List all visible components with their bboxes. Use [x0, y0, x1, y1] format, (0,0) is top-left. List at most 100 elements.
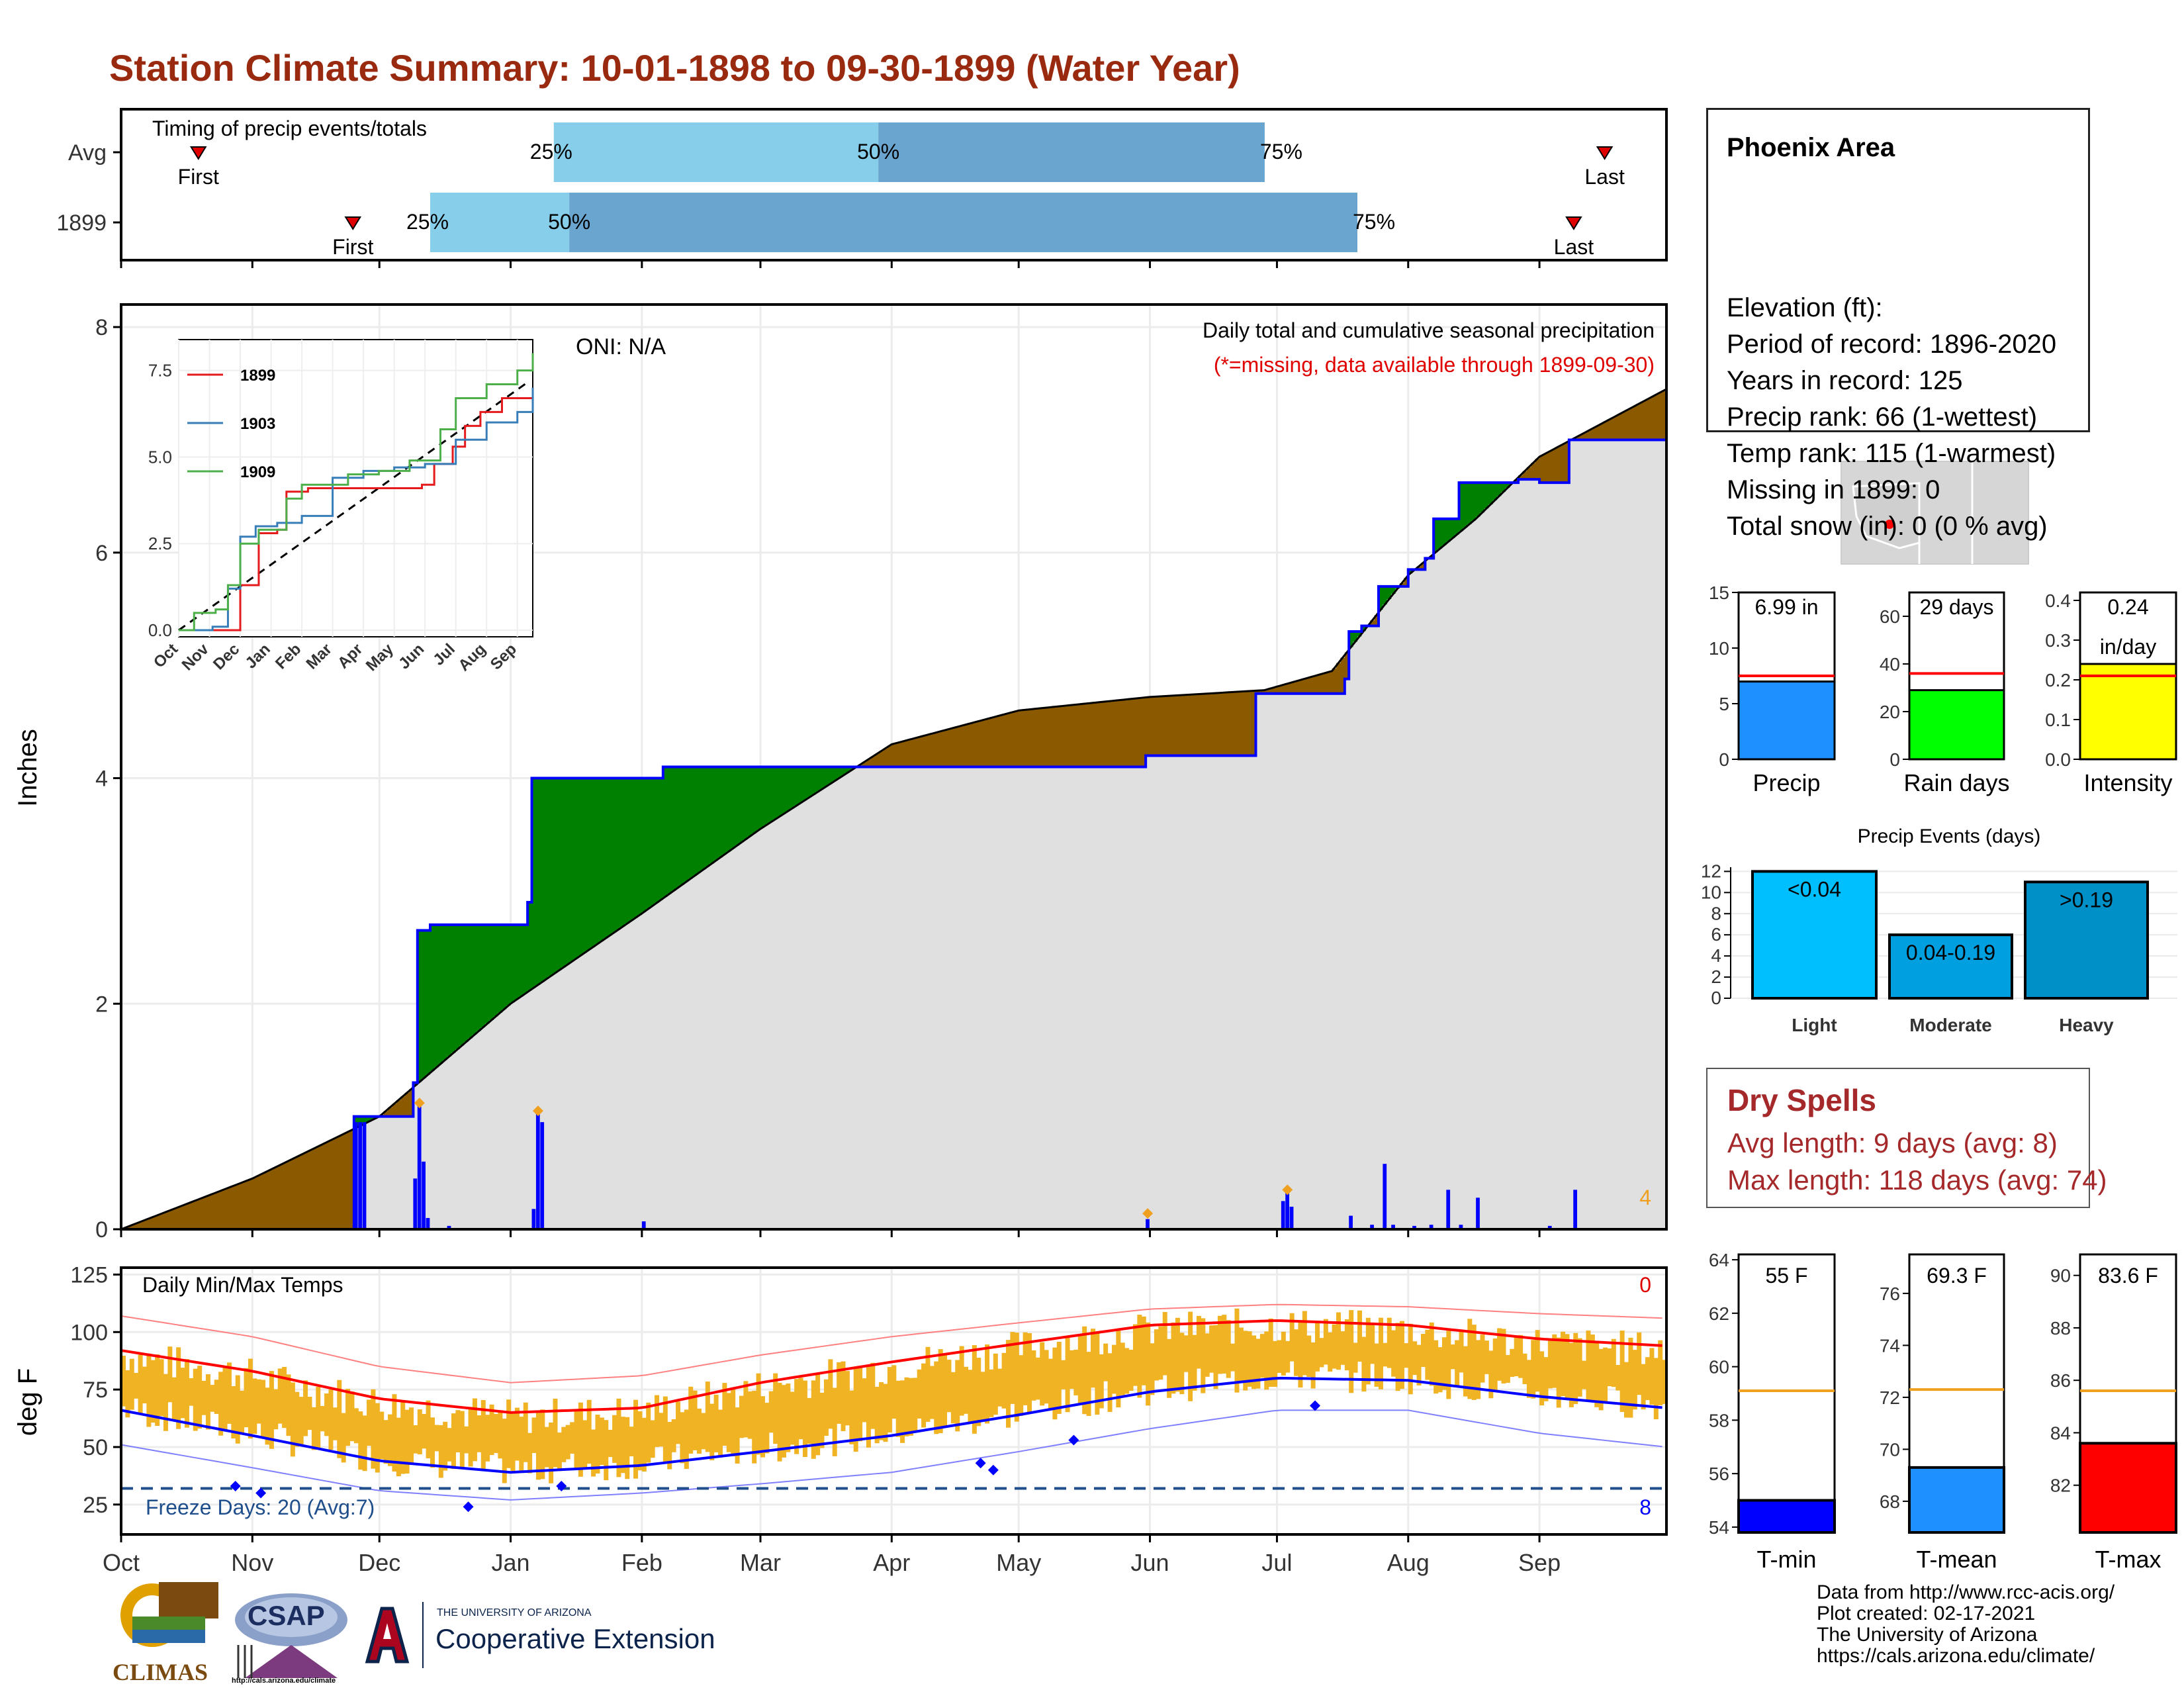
daily-temp-bar — [802, 1380, 807, 1458]
below-avg-fill — [1116, 700, 1121, 767]
below-avg-fill — [1146, 697, 1151, 756]
daily-temp-bar — [777, 1382, 782, 1462]
below-avg-fill — [1319, 674, 1324, 694]
avg-fill — [1040, 767, 1045, 1229]
below-avg-fill — [341, 1134, 346, 1229]
daily-temp-bar — [1539, 1351, 1545, 1406]
avg-fill — [781, 814, 786, 1229]
avg-fill — [1429, 558, 1434, 1229]
avg-fill — [917, 767, 922, 1229]
credit-line[interactable]: https://cals.arizona.edu/climate/ — [1817, 1645, 2095, 1667]
daily-temp-bar — [345, 1389, 351, 1446]
below-avg-fill — [1082, 704, 1087, 767]
avg-fill — [832, 781, 837, 1229]
below-avg-fill — [256, 1175, 261, 1229]
below-avg-fill — [1645, 399, 1651, 440]
below-avg-fill — [900, 741, 905, 767]
avg-fill — [1433, 552, 1439, 1229]
avg-fill — [549, 976, 554, 1229]
below-avg-fill — [1340, 657, 1345, 694]
daily-temp-bar — [1264, 1331, 1269, 1390]
avg-fill — [1344, 679, 1349, 1229]
above-avg-fill — [451, 925, 456, 1053]
avg-fill — [798, 803, 803, 1229]
below-avg-fill — [218, 1190, 224, 1229]
above-avg-fill — [655, 778, 660, 904]
freeze-days-label: Freeze Days: 20 (Avg:7) — [146, 1495, 375, 1519]
temp-bar-value-label: 83.6 F — [2098, 1264, 2158, 1288]
above-avg-fill — [705, 767, 710, 867]
avg-fill — [1437, 548, 1443, 1230]
daily-temp-bar — [900, 1380, 905, 1443]
above-avg-fill — [790, 767, 795, 809]
daily-precip-bar — [447, 1225, 451, 1229]
avg-fill — [1531, 479, 1536, 1229]
daily-temp-bar — [815, 1374, 821, 1456]
daily-temp-bar — [938, 1349, 943, 1434]
avg-fill — [1315, 693, 1320, 1229]
below-avg-fill — [1196, 694, 1201, 756]
daily-temp-bar — [570, 1422, 575, 1454]
climas-emblem-icon — [120, 1582, 218, 1647]
below-avg-fill — [1128, 698, 1134, 767]
below-avg-fill — [1281, 684, 1286, 694]
above-avg-fill — [565, 778, 570, 964]
daily-temp-bar — [604, 1420, 609, 1481]
daily-temp-bar — [337, 1380, 342, 1458]
daily-temp-bar — [1217, 1315, 1222, 1374]
above-avg-fill — [493, 925, 498, 1017]
avg-fill — [972, 767, 977, 1229]
avg-fill — [1543, 483, 1549, 1230]
below-avg-fill — [1662, 390, 1667, 440]
above-avg-fill — [832, 767, 837, 782]
ua-divider — [422, 1602, 424, 1668]
above-avg-fill — [447, 925, 452, 1056]
avg-fill — [950, 767, 956, 1229]
below-avg-fill — [904, 740, 909, 767]
daily-temp-bar — [298, 1397, 304, 1446]
daily-temp-bar — [311, 1407, 316, 1450]
temp-bar-value-label: 69.3 F — [1927, 1264, 1987, 1288]
daily-temp-bar — [125, 1370, 130, 1418]
daily-temp-bar — [349, 1391, 355, 1442]
avg-fill — [629, 920, 634, 1229]
avg-fill — [887, 767, 892, 1229]
avg-fill — [1573, 440, 1578, 1230]
below-avg-fill — [311, 1149, 316, 1229]
daily-temp-bar — [1171, 1322, 1176, 1394]
above-avg-fill — [807, 767, 812, 798]
above-avg-fill — [697, 767, 702, 873]
below-avg-fill — [1086, 703, 1091, 767]
daily-temp-bar — [1154, 1329, 1159, 1381]
below-avg-fill — [1619, 412, 1625, 440]
credits: Data from http://www.rcc-acis.org/ Plot … — [1817, 1582, 2115, 1667]
daily-temp-bar — [176, 1347, 181, 1429]
temp-bar-y-tick: 74 — [1880, 1335, 1900, 1356]
above-avg-fill — [1450, 518, 1455, 538]
daily-temp-bar — [667, 1422, 672, 1470]
daily-temp-bar — [713, 1394, 719, 1453]
daily-temp-bar — [629, 1427, 634, 1457]
avg-fill — [561, 967, 567, 1229]
avg-fill — [367, 1121, 372, 1229]
event-bar — [2024, 880, 2149, 1000]
below-avg-fill — [1061, 706, 1066, 767]
avg-fill — [447, 1056, 452, 1229]
daily-temp-bar — [1653, 1358, 1659, 1420]
daily-temp-bar — [214, 1380, 219, 1414]
daily-temp-bar — [625, 1417, 630, 1479]
below-avg-fill — [1090, 702, 1095, 767]
avg-fill — [1095, 767, 1100, 1229]
years-in-record: Years in record: 125 — [1727, 366, 1963, 395]
above-avg-fill — [591, 778, 596, 947]
avg-fill — [1230, 755, 1236, 1229]
below-avg-fill — [201, 1197, 206, 1229]
avg-fill — [1162, 755, 1167, 1229]
above-avg-fill — [629, 778, 634, 921]
below-avg-fill — [1234, 692, 1240, 756]
above-avg-fill — [760, 767, 765, 828]
below-avg-fill — [1162, 696, 1167, 756]
avg-fill — [731, 848, 736, 1229]
avg-fill — [485, 1023, 490, 1229]
above-avg-fill — [798, 767, 803, 804]
